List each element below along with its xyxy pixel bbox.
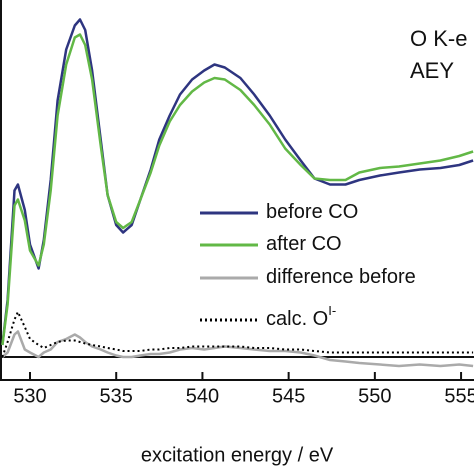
x-tick-label: 530 [13, 385, 46, 407]
series-line [1, 311, 474, 358]
x-tick-label: 535 [100, 385, 133, 407]
x-tick-label: 545 [272, 385, 305, 407]
x-tick-label: 550 [358, 385, 391, 407]
series-line [1, 33, 474, 346]
x-tick-label: 540 [186, 385, 219, 407]
x-axis-label: excitation energy / eV [141, 444, 334, 466]
series-line [1, 18, 474, 346]
annotation: O K-e [410, 26, 467, 51]
x-tick-label: 555 [444, 385, 474, 407]
legend-label-text: after CO [266, 233, 342, 255]
legend-label-text: before CO [266, 201, 358, 223]
legend-label-text: calc. O [266, 308, 328, 330]
legend-label: before CO [266, 201, 358, 223]
legend-label: after CO [266, 233, 342, 255]
series-line [1, 330, 474, 368]
legend-label: difference before [266, 266, 416, 288]
annotation: AEY [410, 58, 454, 83]
legend-label-text: difference before [266, 266, 416, 288]
legend-label-superscript: I- [328, 303, 336, 318]
legend-label: calc. OI- [266, 303, 336, 330]
